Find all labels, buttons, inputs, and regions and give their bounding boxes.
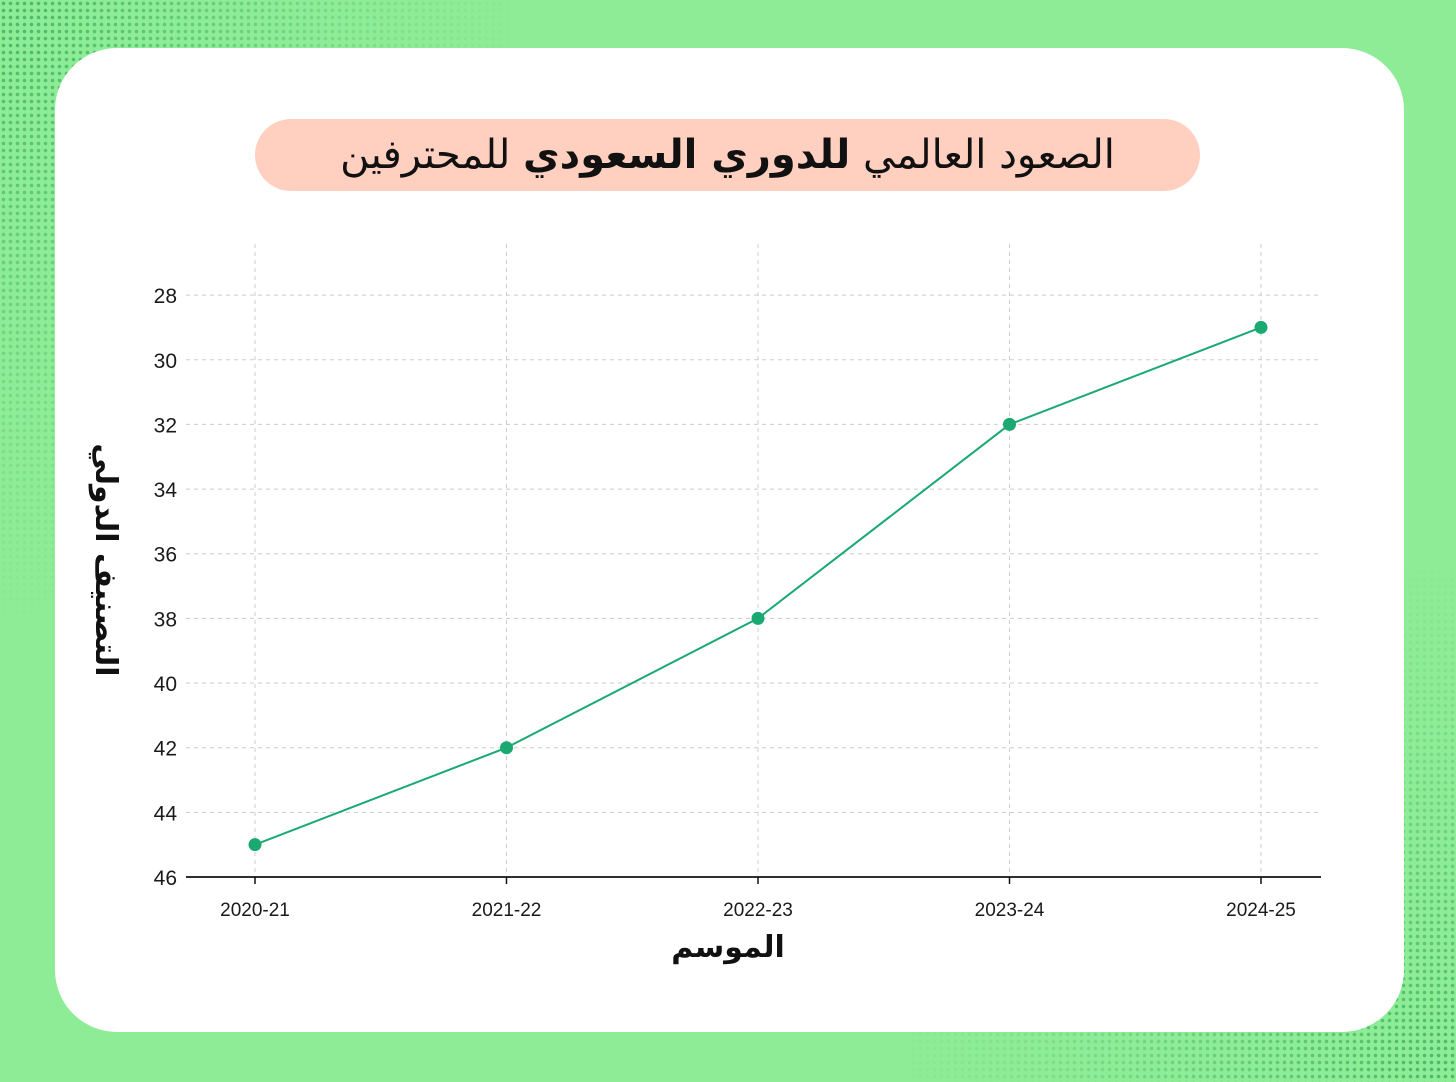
chart-title-part3: للمحترفين <box>340 132 511 178</box>
y-tick-label: 44 <box>154 802 178 825</box>
data-point <box>500 741 513 755</box>
x-tick-label: 2024-25 <box>1226 900 1296 921</box>
data-point <box>1003 417 1016 431</box>
data-points <box>248 320 1268 852</box>
y-tick-label: 40 <box>154 673 177 696</box>
data-point <box>248 838 262 852</box>
grid-lines <box>186 244 1321 878</box>
y-tick-labels: 28 30 32 34 36 38 40 42 44 46 <box>154 285 178 890</box>
x-axis-label: الموسم <box>671 930 785 965</box>
chart-title-part1: الصعود العالمي <box>862 132 1115 178</box>
data-point <box>1254 320 1268 334</box>
y-tick-label: 30 <box>154 350 177 373</box>
y-tick-label: 28 <box>154 285 177 308</box>
y-tick-label: 32 <box>154 414 177 437</box>
chart-title-part2: للدوري السعودي <box>523 132 851 178</box>
x-tick-label: 2020-21 <box>220 900 290 921</box>
chart-card <box>55 48 1404 1032</box>
y-tick-label: 34 <box>154 479 178 502</box>
chart-title: الصعود العالمي للدوري السعودي للمحترفين <box>255 119 1200 191</box>
y-axis-label: التصنيف الدولي <box>88 443 123 676</box>
x-tick-label: 2021-22 <box>472 900 542 921</box>
y-tick-label: 38 <box>154 608 177 631</box>
x-tick-labels: 2020-21 2021-22 2022-23 2023-24 2024-25 <box>220 877 1296 921</box>
y-tick-label: 36 <box>154 544 177 567</box>
y-tick-label: 46 <box>154 867 177 890</box>
y-tick-label: 42 <box>154 738 177 761</box>
data-point <box>751 611 765 625</box>
x-tick-label: 2022-23 <box>723 900 793 921</box>
x-tick-label: 2023-24 <box>975 900 1045 921</box>
